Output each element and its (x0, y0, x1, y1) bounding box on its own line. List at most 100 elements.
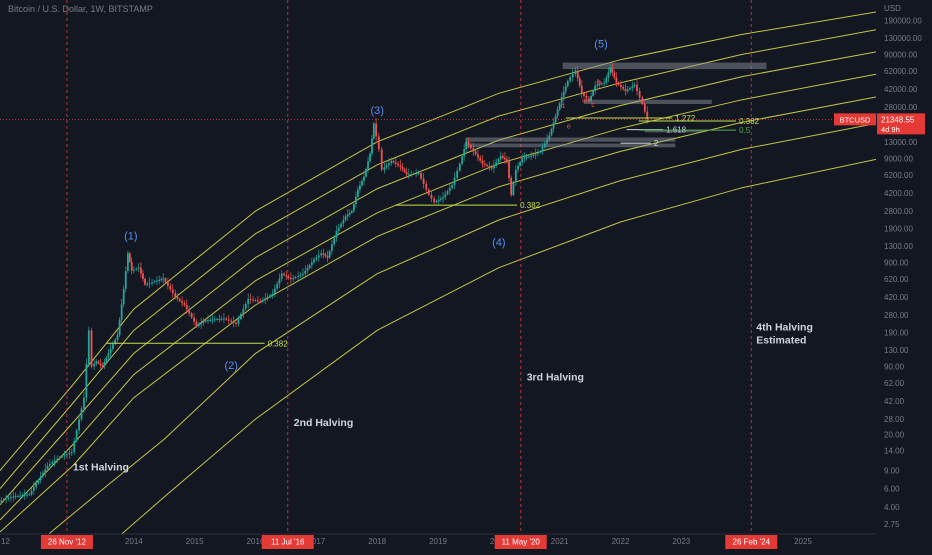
candle-body (472, 148, 475, 152)
candle-body (537, 152, 539, 154)
candle-body (181, 300, 184, 303)
candle-body (264, 298, 267, 300)
candle-body (385, 165, 388, 168)
candle-body (308, 265, 311, 269)
zone-5 (465, 143, 676, 148)
halving-date-label: 11 May '20 (502, 538, 541, 547)
candle-body (188, 309, 191, 314)
y-tick-label: 9.00 (884, 466, 900, 475)
candle-body (566, 80, 569, 87)
candle-body (550, 128, 553, 136)
y-tick-label: 620.00 (884, 275, 909, 284)
candle-body (61, 456, 63, 458)
y-tick-label: 13000.00 (884, 138, 918, 147)
candle-body (101, 364, 104, 367)
candle-body (19, 495, 22, 497)
candle-body (481, 160, 484, 164)
candle-body (232, 321, 235, 323)
candle-body (317, 255, 320, 258)
arc-line-1 (0, 11, 876, 471)
candle-body (367, 161, 369, 169)
fib-level-label: 0.382 (739, 117, 760, 126)
candle-body (463, 149, 466, 157)
price-axis: 2.75 4.00 6.00 9.00 14.00 20.00 28.00 42.00 62.0… (834, 0, 932, 550)
halving-label: Estimated (756, 334, 806, 346)
candle-body (269, 295, 271, 297)
last-price-value: 21348.55 (881, 115, 915, 124)
candle-body (392, 160, 395, 163)
candle-body (114, 339, 117, 345)
symbol-label: BTCUSD (840, 115, 871, 124)
candle-body (342, 219, 345, 224)
candle-body (216, 319, 218, 321)
candle-body (580, 85, 583, 94)
candle-body (477, 154, 479, 158)
fib-level-label: 0.382 (520, 201, 541, 210)
halving-date-tag (494, 535, 547, 549)
candle-body (162, 278, 165, 280)
y-tick-label: 4.00 (884, 503, 900, 512)
fib-level-label: 2 (654, 139, 659, 148)
candle-body (197, 324, 200, 327)
candle-body (633, 84, 636, 87)
candle-body (16, 495, 19, 497)
candle-body (151, 282, 153, 284)
candle-body (285, 275, 288, 277)
candle-body (254, 299, 257, 301)
candle-body (458, 163, 461, 171)
halving-date-tag (261, 535, 314, 549)
candle-body (7, 497, 10, 499)
candle-body (153, 281, 156, 283)
y-tick-label: 190.00 (884, 329, 909, 338)
candle-body (105, 357, 108, 363)
x-tick-label: 2018 (368, 537, 386, 546)
x-tick-label: 2023 (672, 537, 690, 546)
candle-body (337, 227, 340, 232)
zone-3 (644, 129, 703, 133)
candle-body (564, 86, 567, 92)
price-axis-bg (876, 0, 932, 550)
candle-body (44, 469, 47, 473)
candle-body (615, 77, 618, 83)
candle-body (377, 136, 380, 150)
candle-body (95, 361, 98, 364)
candle-body (348, 212, 351, 215)
candle-body (646, 111, 649, 120)
candle-body (0, 500, 3, 502)
candle-body (605, 77, 608, 83)
candle-body (519, 162, 522, 166)
candle-body (552, 122, 555, 129)
candle-body (195, 321, 198, 327)
candle-body (388, 163, 390, 166)
sub-wave-label: a (582, 98, 586, 105)
candle-body (32, 487, 35, 491)
candle-body (530, 155, 533, 157)
candle-body (58, 457, 61, 460)
candle-body (598, 84, 601, 86)
candle-body (390, 160, 393, 164)
candle-body (461, 156, 464, 164)
candle-body (283, 273, 285, 276)
candle-body (504, 157, 506, 160)
candle-body (200, 323, 203, 325)
candle-body (313, 259, 315, 263)
candle-body (237, 318, 240, 324)
candle-body (363, 176, 365, 182)
candle-body (73, 441, 76, 453)
candle-body (209, 319, 212, 321)
y-tick-label: 130.00 (884, 346, 909, 355)
candle-body (247, 299, 250, 305)
candle-body (204, 320, 207, 322)
arc-line-5 (0, 96, 876, 533)
candle-body (328, 250, 331, 258)
candle-body (39, 476, 42, 480)
candle-body (244, 304, 247, 309)
candle-body (324, 254, 327, 257)
fib-level-label: 1.272 (675, 114, 696, 123)
y-tick-label: USD (884, 4, 901, 13)
sub-wave-label: d (561, 103, 565, 110)
halving-date-label: 11 Jul '16 (271, 538, 305, 547)
candle-body (643, 103, 646, 112)
